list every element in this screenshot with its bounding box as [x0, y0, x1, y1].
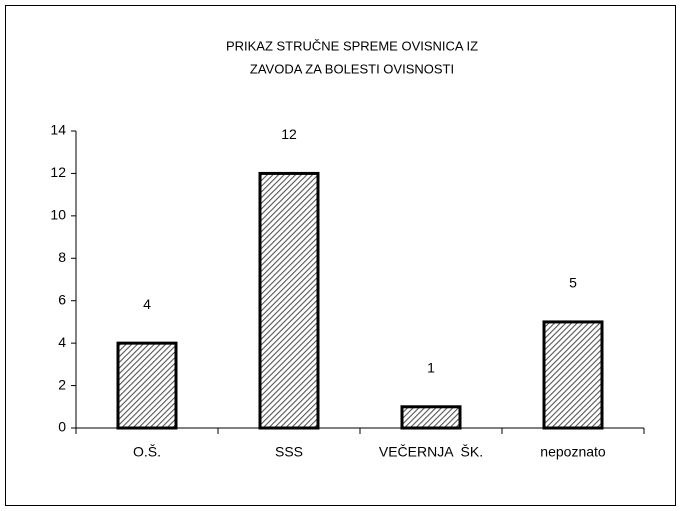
data-label: 1: [427, 359, 435, 375]
x-tick-label: nepoznato: [540, 444, 606, 460]
bar: [542, 320, 604, 430]
chart-title: PRIKAZ STRUČNE SPREME OVISNICA IZ: [226, 38, 478, 53]
bar: [258, 171, 320, 430]
y-tick-label: 6: [58, 291, 66, 307]
y-tick-label: 8: [58, 249, 66, 265]
y-tick-label: 2: [58, 376, 66, 392]
y-tick-label: 14: [50, 122, 66, 138]
bar: [116, 341, 178, 430]
chart-border: [5, 5, 676, 506]
y-tick-label: 10: [50, 207, 66, 223]
y-tick-label: 12: [50, 164, 66, 180]
y-tick-label: 0: [58, 419, 66, 435]
data-label: 4: [143, 296, 151, 312]
chart-title: ZAVODA ZA BOLESTI OVISNOSTI: [250, 61, 454, 76]
data-label: 12: [281, 126, 297, 142]
data-label: 5: [569, 275, 577, 291]
y-tick-label: 4: [58, 334, 66, 350]
x-tick-label: VEČERNJA ŠK.: [379, 444, 483, 460]
bar: [400, 405, 462, 430]
x-tick-label: O.Š.: [133, 444, 161, 460]
x-tick-label: SSS: [275, 444, 303, 460]
